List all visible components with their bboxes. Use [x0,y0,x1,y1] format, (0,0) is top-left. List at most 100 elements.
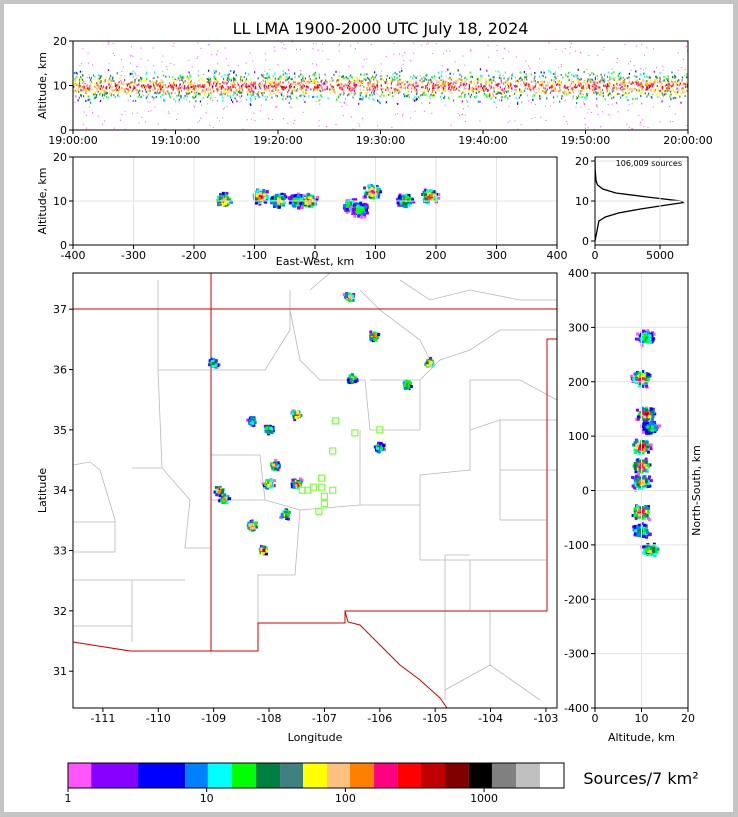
plot-area [216,184,441,219]
colorbar-segment [91,763,139,788]
x-tick-label: 1 [65,792,72,805]
y-tick-label: 33 [53,545,67,558]
y-tick-label: 0 [582,485,589,498]
station [304,486,312,494]
colorbar-segment [374,763,398,788]
x-tick-label: 100 [335,792,356,805]
source-cluster [402,379,413,391]
y-tick-label: 200 [568,376,589,389]
y-tick-label: -200 [564,593,589,606]
y-tick-label: 31 [53,665,67,678]
x-tick-label: 300 [486,249,507,262]
y-axis-label: Latitude [36,468,49,514]
y-tick-label: 32 [53,605,67,618]
x-tick-label: 0 [592,712,599,725]
x-tick-label: 0 [592,249,599,262]
y-tick-label: 10 [575,195,589,208]
x-tick-label: -108 [257,712,282,725]
colorbar-segment [397,763,422,788]
colorbar-segment [468,763,492,788]
x-tick-label: 10 [200,792,214,805]
chart-title: LL LMA 1900-2000 UTC July 18, 2024 [233,19,529,38]
source-cluster [258,544,269,556]
colorbar-segment [68,763,92,788]
source-cluster [640,420,662,436]
source-cluster [635,406,657,422]
colorbar-segment [445,763,469,788]
source-cluster [279,508,291,521]
source-cluster [368,330,381,343]
x-tick-label: 5000 [646,249,674,262]
source-cluster [290,477,304,490]
y-tick-label: 20 [53,151,67,164]
x-tick-label: 19:20:00 [253,134,302,147]
axes-frame [594,156,689,246]
axes-frame [72,156,558,246]
y-tick-label: 0 [582,235,589,248]
source-cluster [362,184,383,200]
x-tick-label: 20 [681,712,695,725]
x-tick-label: -103 [533,712,558,725]
source-density [73,41,688,130]
y-tick-label: 0 [60,239,67,252]
source-cluster [269,192,288,209]
axes-frame [72,272,558,709]
x-tick-label: 19:50:00 [561,134,610,147]
source-cluster [342,292,356,303]
y-tick-label: 100 [568,430,589,443]
y-tick-label: 0 [60,124,67,137]
x-tick-label: -200 [182,249,207,262]
y-tick-label: -400 [564,702,589,715]
plot-area [73,41,688,130]
x-tick-label: 100 [365,249,386,262]
colorbar-segment [350,763,375,788]
colorbar-segment [256,763,281,788]
source-cluster [270,458,281,472]
station [329,486,337,494]
source-cluster [640,542,660,558]
y-tick-label: 36 [53,364,67,377]
colorbar-segment [231,763,257,788]
colorbar-segment [185,763,208,788]
source-cluster [346,373,359,385]
y-tick-label: 20 [575,155,589,168]
source-cluster [631,504,651,521]
colorbar-segment [421,763,446,788]
colorbar-segment [516,763,540,788]
x-tick-label: -106 [367,712,392,725]
source-cluster [246,519,259,532]
source-cluster [630,370,652,389]
source-cluster [252,188,270,206]
station [331,417,340,425]
y-tick-label: 400 [568,267,589,280]
y-tick-label: 300 [568,321,589,334]
x-tick-label: 200 [426,249,447,262]
plot-area [208,292,435,556]
source-cluster [424,356,435,368]
station [351,429,359,437]
y-axis-label: North-South, km [690,445,703,536]
source-cluster [213,485,225,498]
y-tick-label: 35 [53,424,67,437]
x-tick-label: -400 [61,249,86,262]
axes-frame [594,272,689,709]
figure-background [4,4,733,812]
x-tick-label: 10 [635,712,649,725]
x-tick-label: 20:00:00 [663,134,712,147]
x-tick-label: 19:00:00 [48,134,97,147]
x-tick-label: 400 [547,249,568,262]
station [376,426,384,434]
x-tick-label: -100 [242,249,267,262]
x-tick-label: -111 [90,712,115,725]
colorbar-label: Sources/7 km² [583,769,698,788]
station [318,474,326,482]
x-tick-label: 0 [312,249,319,262]
source-cluster [217,493,232,505]
x-tick-label: 1000 [470,792,498,805]
y-tick-label: -100 [564,539,589,552]
station [315,507,323,515]
x-tick-label: -104 [478,712,503,725]
source-cluster [634,329,656,347]
map-borders [73,273,557,708]
